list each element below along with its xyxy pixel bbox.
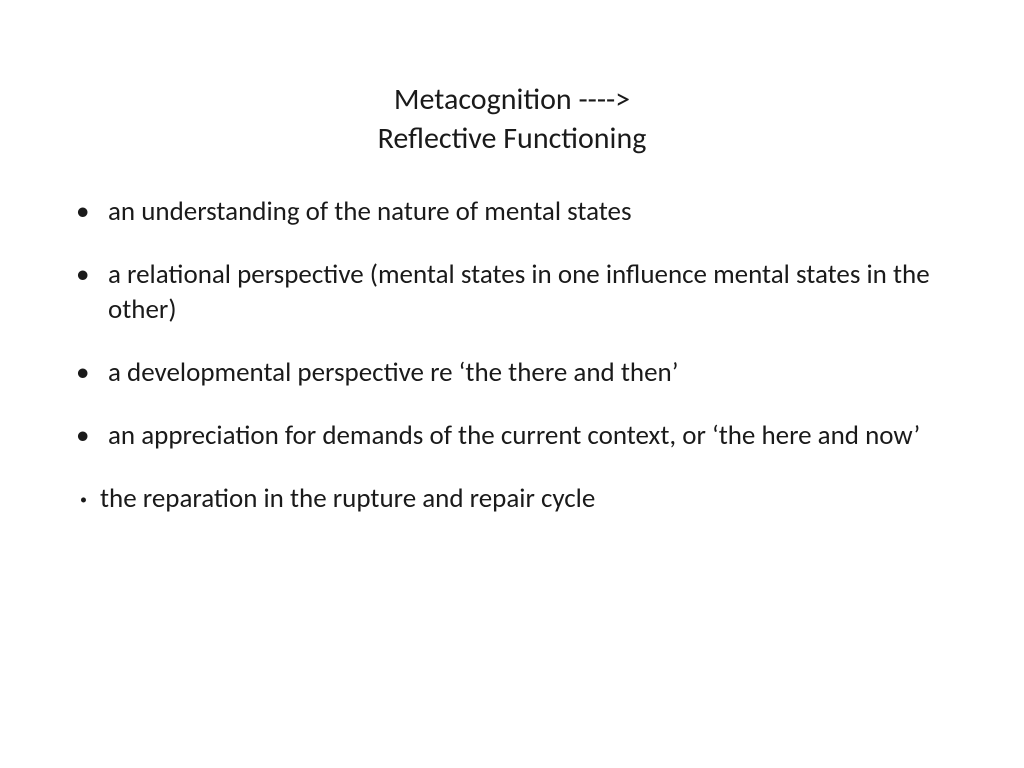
- bullet-item: an appreciation for demands of the curre…: [70, 418, 954, 453]
- bullet-item: a developmental perspective re ‘the ther…: [70, 355, 954, 390]
- bullet-item: a relational perspective (mental states …: [70, 257, 954, 327]
- title-line-1: Metacognition ---->: [70, 80, 954, 119]
- slide-title-block: Metacognition ----> Reflective Functioni…: [70, 80, 954, 158]
- bullet-item: an understanding of the nature of mental…: [70, 194, 954, 229]
- title-line-2: Reflective Functioning: [70, 119, 954, 158]
- bullet-list: an understanding of the nature of mental…: [70, 194, 954, 517]
- bullet-item: the reparation in the rupture and repair…: [70, 481, 954, 516]
